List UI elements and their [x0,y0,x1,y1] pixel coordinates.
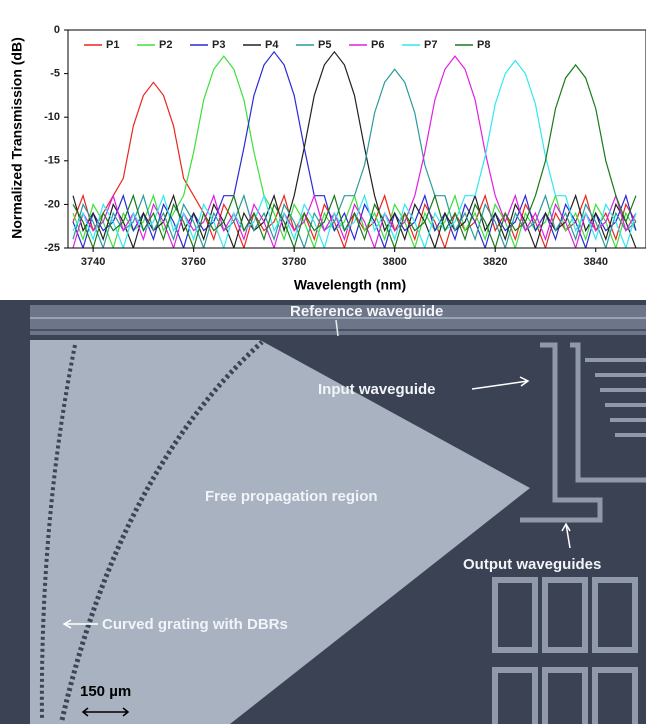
y-tick-label: 0 [54,24,60,36]
ring [492,667,538,724]
series-line [72,59,637,248]
micrograph-label: Input waveguide [318,381,436,398]
micrograph-label: Reference waveguide [290,303,443,320]
y-tick-label: -10 [44,111,60,123]
micrograph-label: Free propagation region [205,488,378,505]
arrow [62,619,98,629]
legend-label: P3 [212,39,225,51]
input-waveguide [520,342,603,523]
legend-label: P1 [106,39,119,51]
output-waveguide-array [585,358,646,437]
curved-grating-edge [39,344,77,721]
x-axis-label: Wavelength (nm) [294,277,406,293]
chart: 0 -5 -10 -15 -20 -25 3740 3760 3780 3800 3820 3840 P… [44,24,646,268]
x-tick-label: 3820 [483,256,507,268]
y-tick-label: -5 [50,68,60,80]
ring [542,577,588,653]
micrograph-label: Output waveguides [463,556,601,573]
legend-label: P2 [159,39,172,51]
y-axis-label: Normalized Transmission (dB) [9,37,25,238]
series-line [72,50,637,248]
legend-label: P4 [265,39,279,51]
curved-grating [59,340,264,721]
series-line [72,63,637,248]
x-tick-label: 3760 [181,256,205,268]
x-tick-label: 3840 [583,256,607,268]
ring [492,577,538,653]
series-line [72,55,637,248]
scale-bar [81,707,130,717]
micrograph: Reference waveguide Input waveguide Free… [0,300,646,724]
scale-bar-label: 150 µm [80,683,131,700]
ring [542,667,588,724]
y-tick-label: -15 [44,155,60,167]
x-tick-label: 3740 [81,256,105,268]
legend-label: P5 [318,39,331,51]
series-line [72,68,637,248]
ring [592,667,638,724]
x-tick-label: 3780 [282,256,306,268]
micrograph-label: Curved grating with DBRs [102,616,288,633]
series-line [72,50,637,248]
y-tick-label: -25 [44,242,60,254]
output-waveguides [570,342,646,483]
arrow [335,319,339,337]
legend-label: P7 [424,39,437,51]
plot-frame [67,29,646,249]
y-tick-label: -20 [44,198,60,210]
arrow [471,376,530,390]
ring [592,577,638,653]
ring-structures [492,577,638,724]
free-propagation-region [30,340,530,724]
legend-label: P8 [477,39,490,51]
arrow [561,522,571,549]
x-tick-label: 3800 [382,256,406,268]
legend-label: P6 [371,39,384,51]
plot-area [72,50,637,248]
